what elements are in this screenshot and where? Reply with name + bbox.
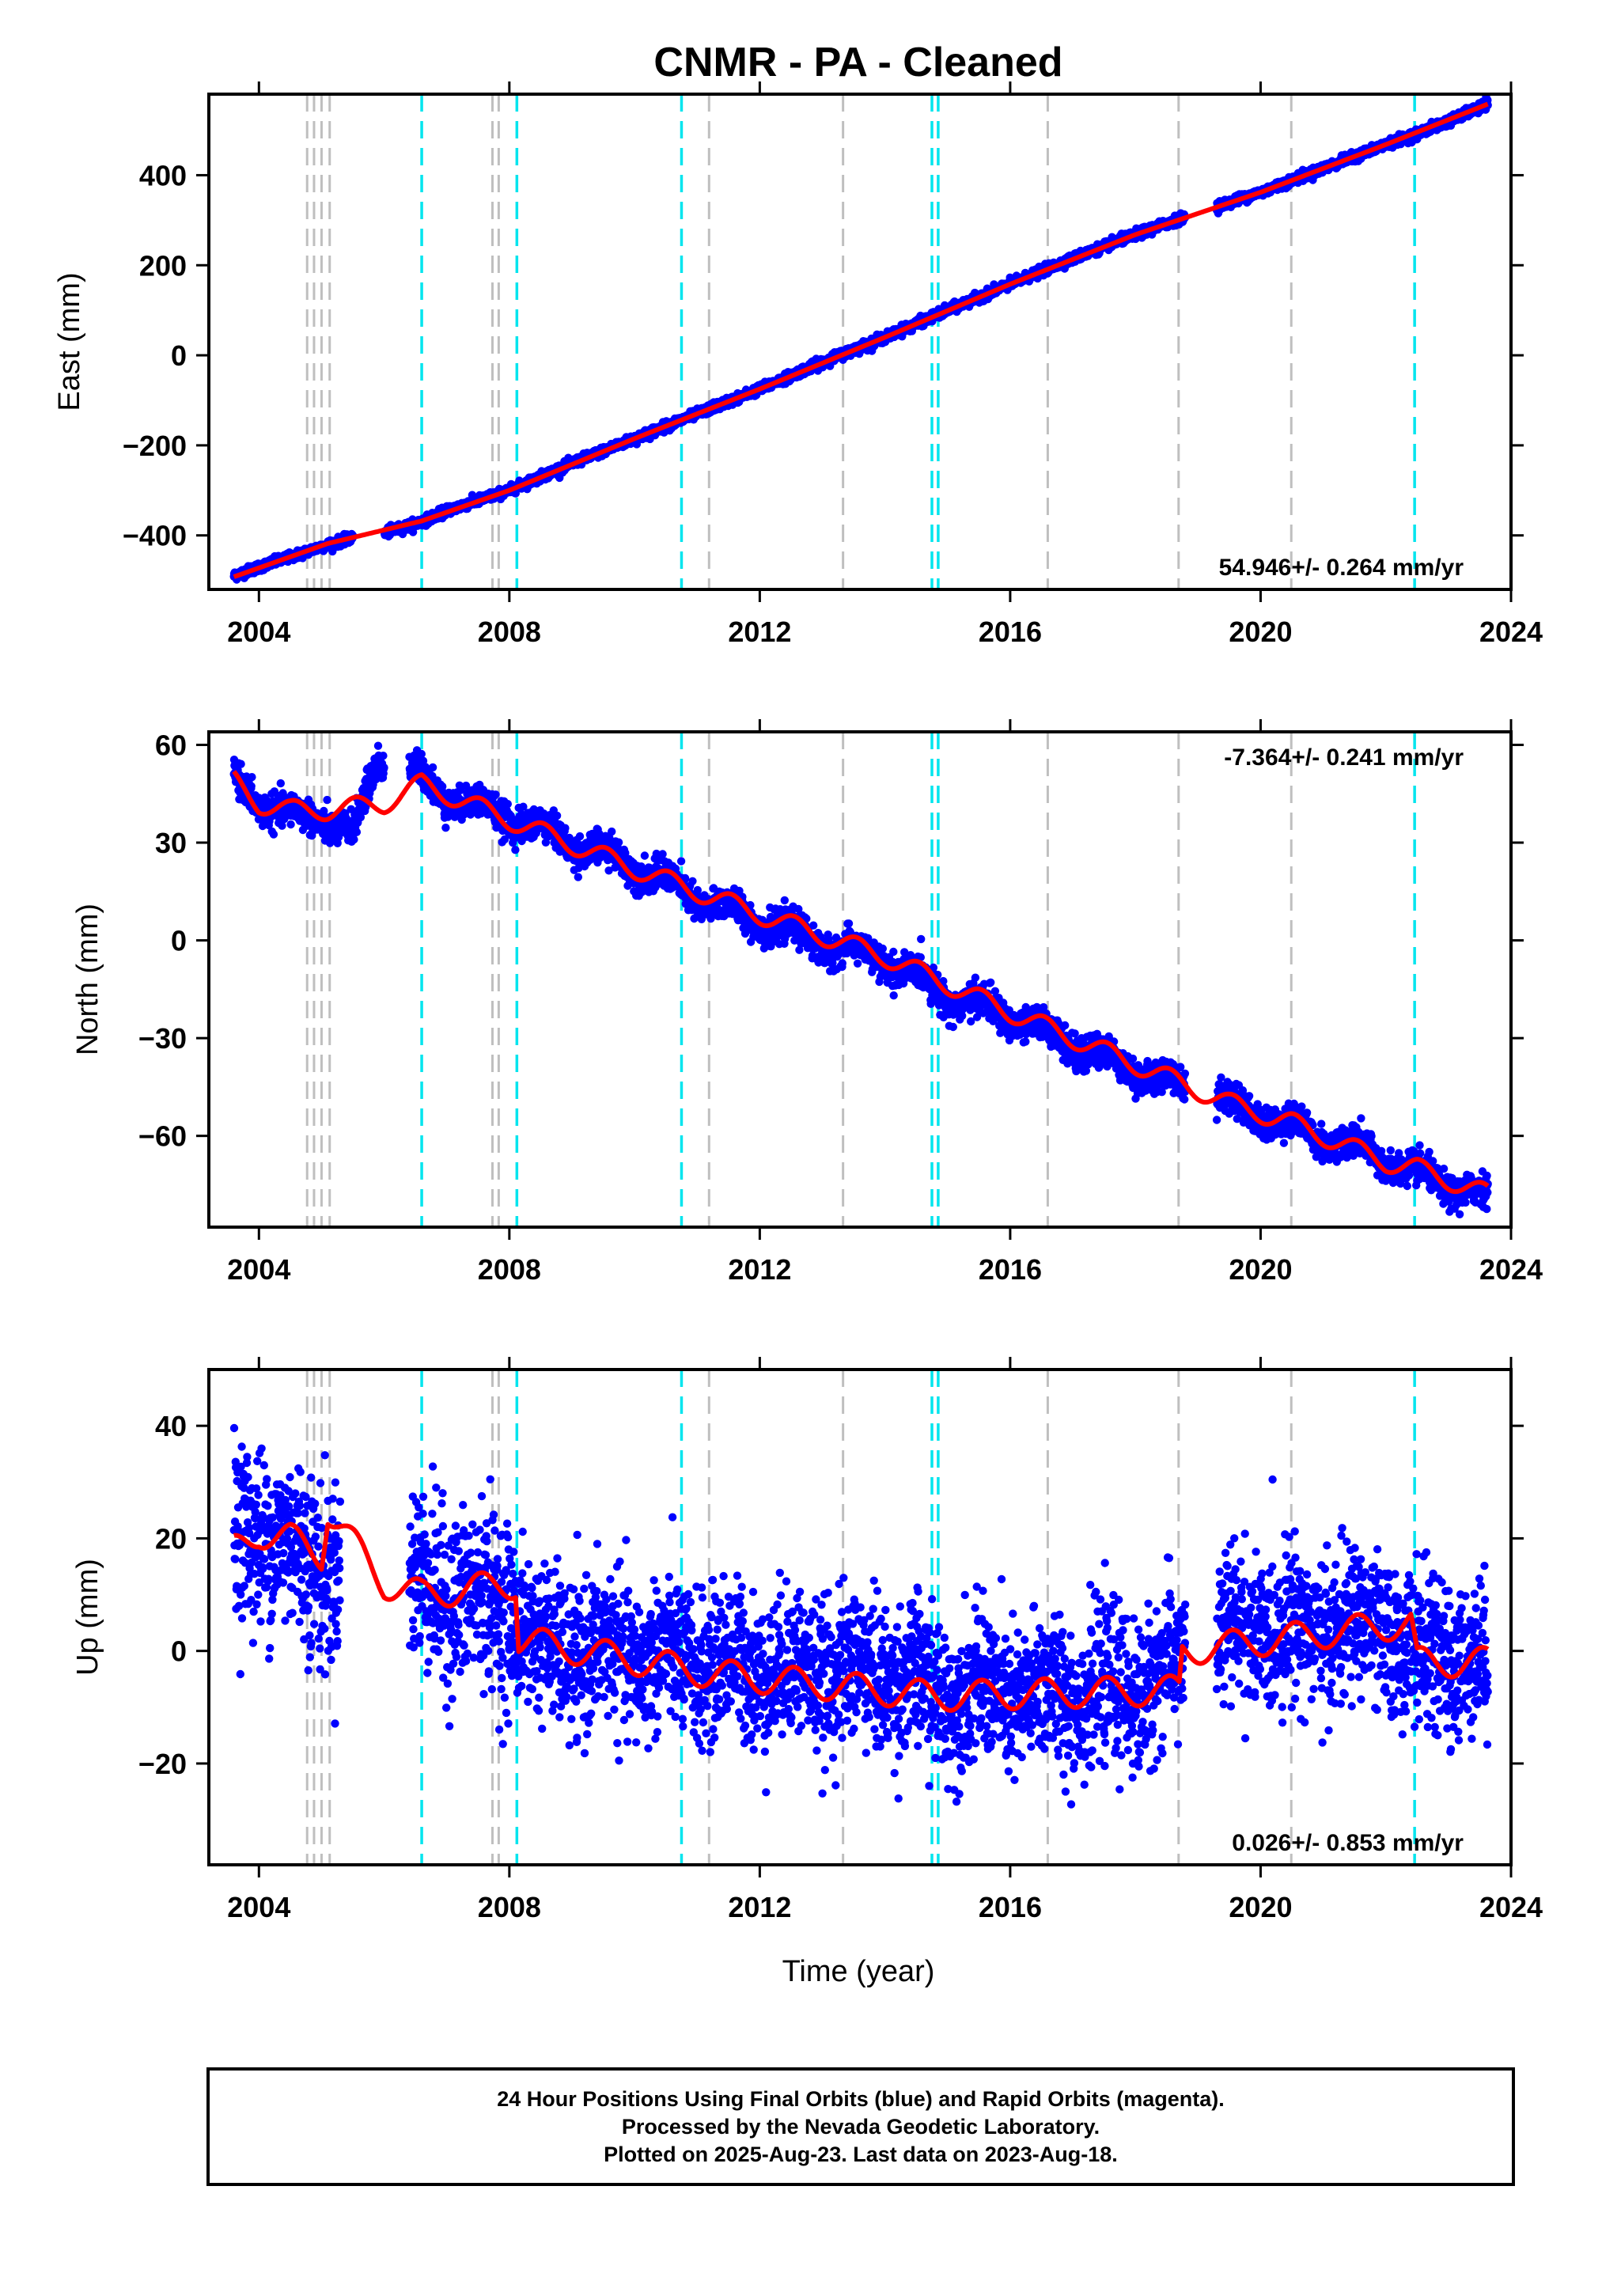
x-tick-label: 2024	[1479, 616, 1543, 648]
data-point	[428, 763, 437, 772]
data-point	[380, 763, 388, 772]
data-points-north	[229, 741, 1492, 1219]
plot-area-east	[229, 94, 1492, 589]
panel-east: 2004 2008 2012 2016 2020 2024 −400 −200 0 200 400 E…	[53, 81, 1543, 648]
panel-north: 2004 2008 2012 2016 2020 2024−60−3003060North…	[71, 719, 1543, 1286]
y-tick-label: 0	[171, 339, 187, 372]
data-point	[441, 824, 450, 832]
data-points-east	[229, 94, 1492, 584]
plot-area-north	[229, 732, 1492, 1227]
x-tick-label: 2008	[478, 616, 541, 648]
figure-title: CNMR - PA - Cleaned	[653, 40, 1062, 85]
data-point	[276, 779, 285, 788]
data-point	[248, 773, 256, 782]
x-tick-label: 2020	[1229, 616, 1292, 648]
y-tick-label: −200	[123, 430, 187, 462]
data-point	[438, 782, 447, 791]
y-tick-label: −400	[123, 520, 187, 552]
data-point	[237, 760, 245, 768]
x-tick-label: 2012	[728, 616, 791, 648]
data-point	[417, 749, 426, 759]
data-point	[352, 828, 362, 836]
data-point	[373, 741, 383, 750]
x-tick-label: 2004	[227, 616, 290, 648]
data-point	[286, 820, 295, 829]
data-point	[269, 830, 278, 839]
rate-annotation-east: 54.946+/- 0.264 mm/yr	[1219, 555, 1464, 581]
data-point	[247, 782, 256, 790]
panels: 2004 2008 2012 2016 2020 2024 −400 −200 0 200 400 E…	[53, 81, 1543, 1923]
y-tick-label: 200	[139, 249, 187, 282]
x-tick-label: 2016	[979, 616, 1042, 648]
data-point	[379, 752, 388, 760]
data-point	[350, 835, 358, 844]
y-axis-label-east: East (mm)	[53, 272, 86, 411]
data-point	[323, 795, 331, 805]
y-tick-label: 400	[139, 159, 187, 191]
